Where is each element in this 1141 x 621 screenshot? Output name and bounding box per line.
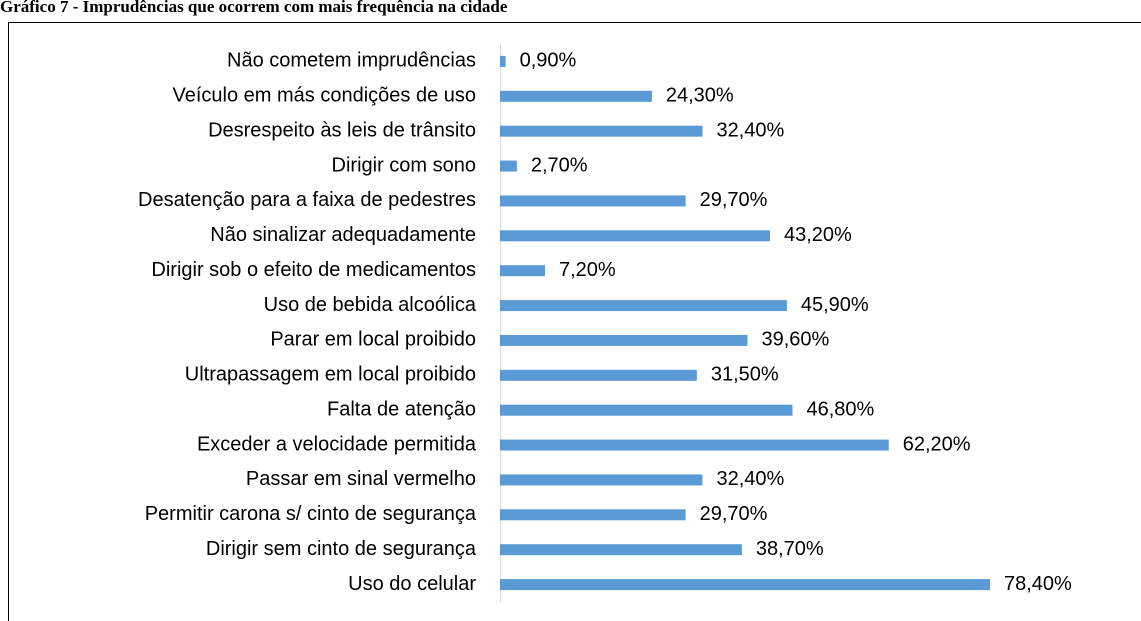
value-label: 7,20%	[559, 259, 616, 281]
value-label: 62,20%	[903, 433, 971, 455]
category-label: Permitir carona s/ cinto de segurança	[145, 503, 477, 525]
bar	[500, 334, 748, 346]
bar	[500, 404, 793, 416]
value-label: 38,70%	[756, 538, 824, 560]
chart-title: Gráfico 7 - Imprudências que ocorrem com…	[0, 0, 508, 16]
category-label: Não sinalizar adequadamente	[210, 224, 476, 246]
bar	[500, 579, 990, 591]
category-label: Desatenção para a faixa de pedestres	[138, 189, 476, 211]
value-label: 39,60%	[762, 329, 830, 351]
bar	[500, 474, 703, 486]
bar	[500, 544, 742, 556]
bar	[500, 509, 686, 521]
category-label: Dirigir sem cinto de segurança	[206, 538, 477, 560]
category-label: Desrespeito às leis de trânsito	[208, 119, 476, 141]
category-label: Parar em local proibido	[270, 329, 476, 351]
bar	[500, 90, 652, 102]
bar	[500, 55, 506, 67]
bar	[500, 300, 787, 312]
bar	[500, 369, 697, 381]
category-label: Dirigir sob o efeito de medicamentos	[151, 259, 476, 281]
category-label: Uso de bebida alcoólica	[264, 294, 477, 316]
bar	[500, 439, 889, 451]
bar	[500, 230, 770, 242]
value-label: 45,90%	[801, 294, 869, 316]
category-label: Uso do celular	[348, 573, 476, 595]
category-label: Passar em sinal vermelho	[246, 468, 476, 490]
value-label: 24,30%	[666, 85, 734, 107]
bar	[500, 195, 686, 207]
category-label: Falta de atenção	[327, 398, 476, 420]
value-label: 46,80%	[807, 398, 875, 420]
bar	[500, 265, 545, 277]
value-label: 32,40%	[717, 119, 785, 141]
value-label: 29,70%	[700, 503, 768, 525]
value-label: 32,40%	[717, 468, 785, 490]
category-label: Exceder a velocidade permitida	[197, 433, 477, 455]
value-label: 78,40%	[1004, 573, 1072, 595]
value-label: 29,70%	[700, 189, 768, 211]
bar	[500, 160, 517, 172]
category-label: Dirigir com sono	[332, 154, 476, 176]
value-label: 43,20%	[784, 224, 852, 246]
category-label: Não cometem imprudências	[227, 50, 476, 72]
value-label: 0,90%	[520, 50, 577, 72]
category-label: Ultrapassagem em local proibido	[185, 364, 476, 386]
bar	[500, 125, 703, 137]
value-label: 31,50%	[711, 364, 779, 386]
value-label: 2,70%	[531, 154, 588, 176]
category-label: Veículo em más condições de uso	[172, 85, 476, 107]
